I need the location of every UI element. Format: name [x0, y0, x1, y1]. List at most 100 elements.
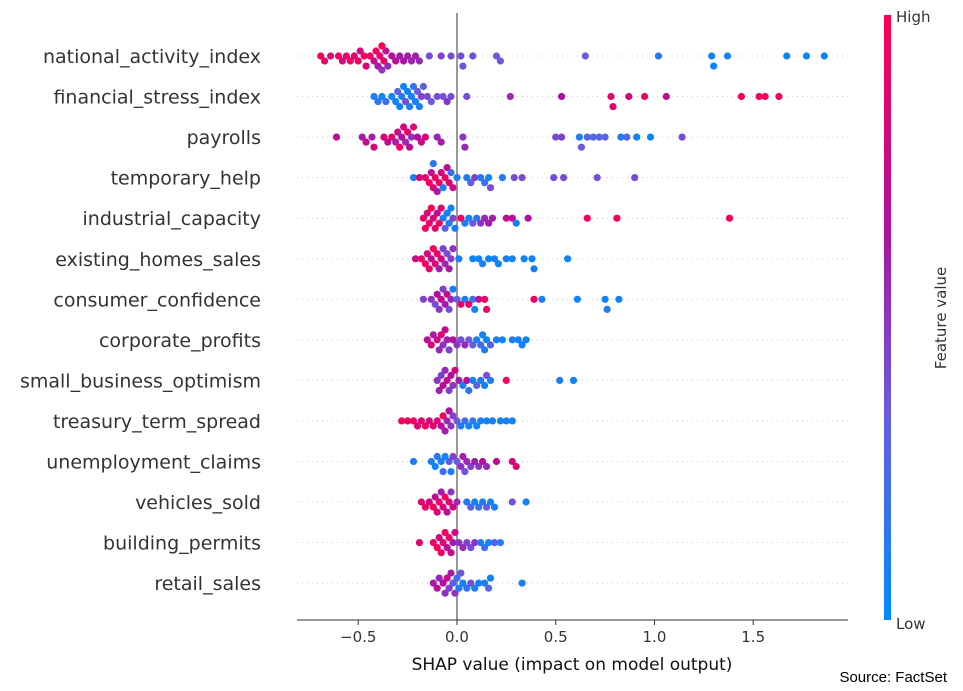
shap-point	[603, 305, 611, 313]
shap-point	[441, 260, 449, 268]
shap-point	[538, 295, 546, 303]
shap-point	[441, 366, 449, 374]
shap-point	[802, 52, 811, 60]
shap-point	[409, 457, 418, 466]
shap-point	[445, 219, 453, 227]
shap-point	[425, 265, 433, 273]
shap-point	[421, 224, 429, 232]
shap-point	[646, 133, 655, 141]
shap-point	[439, 539, 447, 547]
shap-point	[775, 92, 783, 101]
shap-point	[423, 209, 431, 217]
shap-point	[601, 295, 609, 303]
shap-point	[461, 295, 469, 303]
shap-point	[473, 381, 481, 389]
shap-point	[437, 371, 445, 379]
shap-point	[447, 295, 455, 303]
shap-point	[530, 265, 538, 273]
x-tick-label: 0.0	[445, 628, 469, 646]
shap-point	[411, 255, 420, 263]
shap-point	[370, 92, 378, 101]
shap-point	[475, 295, 483, 303]
shap-point	[409, 417, 418, 425]
shap-point	[502, 417, 510, 425]
shap-point	[431, 462, 439, 471]
shap-point	[433, 188, 441, 196]
shap-point	[409, 174, 418, 182]
shap-point	[449, 412, 457, 420]
shap-point	[485, 255, 493, 263]
shap-point	[378, 92, 386, 101]
shap-point	[429, 579, 437, 587]
shap-point	[469, 341, 477, 349]
shap-point	[453, 574, 461, 582]
shap-point	[406, 103, 414, 111]
shap-point	[374, 98, 382, 106]
shap-point	[453, 341, 461, 349]
shap-point	[463, 584, 471, 592]
shap-point	[413, 87, 422, 96]
shap-point	[633, 133, 641, 141]
shap-point	[437, 457, 445, 466]
shap-point	[447, 169, 455, 177]
shap-point	[481, 346, 489, 354]
shap-point	[479, 331, 487, 339]
shap-point	[417, 417, 425, 425]
shap-point	[427, 295, 435, 303]
shap-point	[492, 52, 501, 60]
shap-point	[601, 133, 609, 141]
shap-point	[439, 381, 447, 389]
shap-point	[317, 52, 325, 60]
shap-point	[378, 42, 386, 50]
shap-point	[431, 493, 439, 501]
shap-point	[455, 539, 463, 547]
shap-point	[459, 133, 467, 141]
shap-point	[453, 498, 461, 506]
shap-point	[427, 341, 435, 349]
shap-point	[463, 539, 471, 547]
shap-point	[467, 544, 475, 552]
shap-point	[327, 52, 335, 60]
shap-point	[457, 422, 465, 430]
shap-point	[441, 326, 449, 334]
shap-point	[502, 214, 510, 222]
x-axis-label: SHAP value (impact on model output)	[412, 655, 733, 675]
feature-label: national_activity_index	[43, 46, 261, 68]
shap-point	[449, 245, 457, 253]
shap-point	[388, 52, 396, 60]
shap-point	[490, 503, 499, 511]
shap-point	[508, 457, 516, 466]
shap-point	[467, 503, 475, 511]
shap-point	[483, 336, 491, 344]
shap-point	[445, 407, 453, 415]
shap-point	[607, 92, 615, 101]
shap-point	[404, 417, 412, 425]
shap-point	[583, 214, 591, 222]
shap-point	[417, 255, 425, 263]
shap-point	[433, 584, 441, 592]
shap-point	[445, 457, 453, 466]
feature-label: consumer_confidence	[53, 289, 261, 311]
shap-point	[439, 184, 447, 192]
shap-point	[338, 57, 346, 65]
shap-point	[382, 47, 390, 55]
shap-point	[433, 417, 441, 425]
shap-point	[475, 255, 483, 263]
shap-point	[518, 579, 526, 587]
shap-point	[370, 143, 378, 151]
shap-point	[485, 584, 493, 592]
shap-point	[463, 174, 471, 182]
shap-point	[380, 133, 388, 141]
shap-point	[467, 579, 475, 587]
shap-point	[506, 92, 514, 101]
shap-point	[461, 417, 469, 425]
shap-point	[589, 133, 597, 141]
shap-point	[421, 174, 429, 182]
shap-point	[613, 214, 621, 222]
shap-point	[407, 133, 416, 141]
shap-point	[447, 468, 455, 476]
shap-point	[354, 57, 362, 65]
shap-point	[443, 250, 451, 258]
colorbar-title: Feature value	[932, 267, 950, 369]
shap-point	[447, 549, 455, 557]
